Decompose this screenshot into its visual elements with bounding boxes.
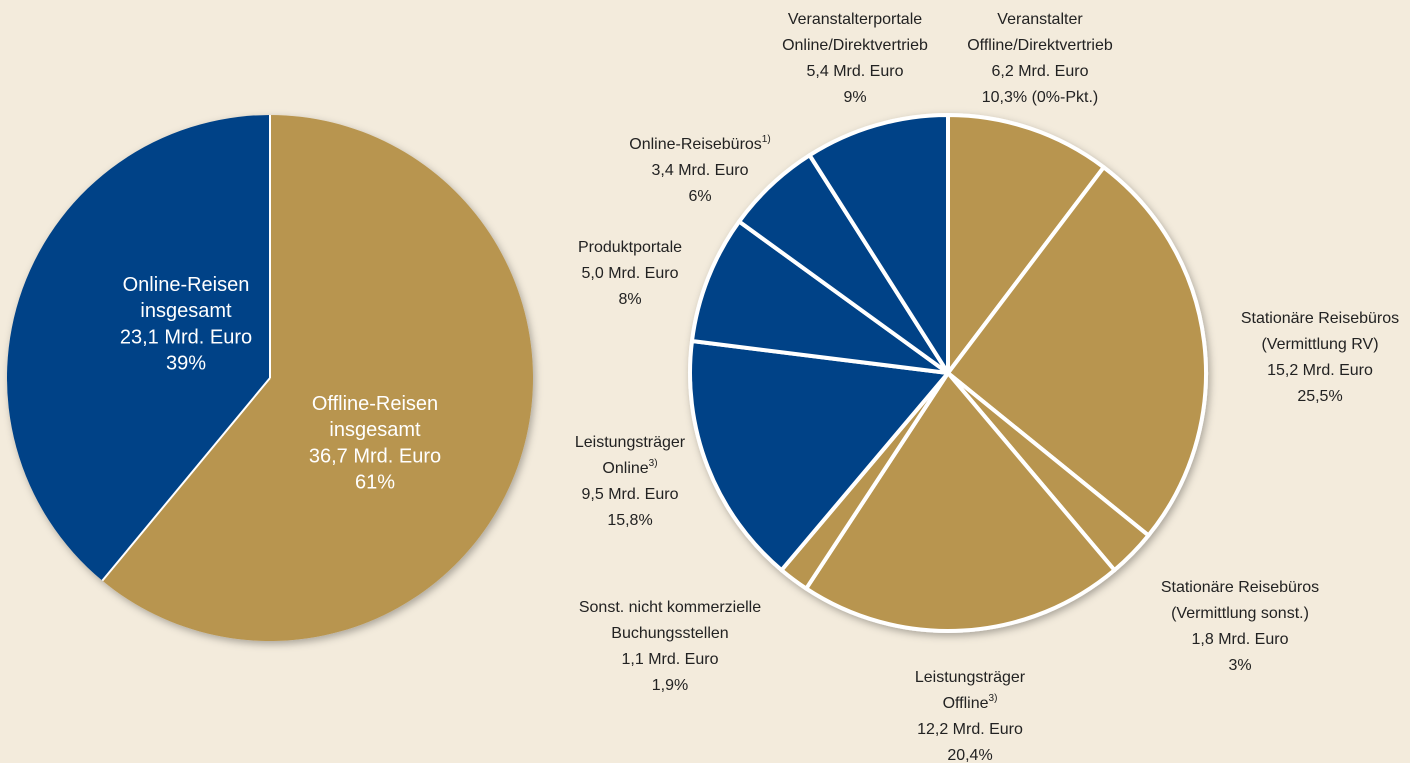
label-amount: 5,4 Mrd. Euro [807,63,904,80]
pie [688,113,1208,633]
label-amount: 15,2 Mrd. Euro [1267,362,1373,379]
pie-slice [807,113,950,375]
label-name: Offline/Direktvertrieb [967,37,1113,54]
label-amount: 5,0 Mrd. Euro [582,265,679,282]
label-name-text: (Vermittlung sonst.) [1171,605,1309,622]
label-name: Online-Reisen [123,274,250,296]
label-amount: 36,7 Mrd. Euro [309,445,441,467]
label-amount: 3,4 Mrd. Euro [652,162,749,179]
label-name-text: (Vermittlung RV) [1261,336,1378,353]
label-name: Stationäre Reisebüros [1241,310,1399,327]
pie-slice [688,339,950,573]
label-name-text: Online [602,460,648,477]
label-name: Leistungsträger [575,434,686,451]
label-value: 15,8% [607,512,652,529]
pie [6,115,534,641]
pie-slice [102,115,534,641]
label-name-text: Buchungsstellen [611,625,728,642]
label-value: 3% [1228,657,1251,674]
footnote: 3) [989,693,998,704]
label-name-text: Leistungsträger [575,434,686,451]
label-name: Stationäre Reisebüros [1161,579,1319,596]
label-name: Buchungsstellen [611,625,728,642]
label-amount: 1,1 Mrd. Euro [622,651,719,668]
label-amount: 23,1 Mrd. Euro [120,326,252,348]
label-name: Online-Reisebüros1) [629,134,770,154]
label-name-text: Online-Reisebüros [629,136,762,153]
label-name-text: Online-Reisen [123,274,250,296]
label-name: Online3) [602,458,657,478]
label-name-text: Leistungsträger [915,669,1026,686]
label-name-text: Stationäre Reisebüros [1161,579,1319,596]
label-name-text: Veranstalter [997,11,1083,28]
label-name-text: Offline/Direktvertrieb [967,37,1113,54]
pie-slice [946,113,1106,375]
label-value: 20,4% [947,747,992,763]
label-name-text: Stationäre Reisebüros [1241,310,1399,327]
label-name: Offline3) [943,693,998,713]
label-value: 8% [618,291,641,308]
slice-divider [101,377,271,582]
label-name: Leistungsträger [915,669,1026,686]
label-value: 39% [166,352,206,374]
label-name: Online/Direktvertrieb [782,37,928,54]
label-name: Veranstalter [997,11,1083,28]
label-value: 9% [843,89,866,106]
pie-slice [6,115,270,581]
pie-slice [946,165,1208,538]
label-name-text: Veranstalterportale [788,11,922,28]
label-value: 61% [355,471,395,493]
label-name-text: Sonst. nicht kommerzielle [579,599,761,616]
label-name-text: Offline-Reisen [312,393,438,415]
label-name: (Vermittlung RV) [1261,336,1378,353]
label-name: Offline-Reisen [312,393,438,415]
label-name: Sonst. nicht kommerzielle [579,599,761,616]
label-name-text: Produktportale [578,239,682,256]
label-amount: 6,2 Mrd. Euro [992,63,1089,80]
label-value: 6% [688,188,711,205]
label-name-text: Online/Direktvertrieb [782,37,928,54]
label-amount: 1,8 Mrd. Euro [1192,631,1289,648]
label-name: (Vermittlung sonst.) [1171,605,1309,622]
footnote: 1) [762,134,771,145]
label-name: insgesamt [329,419,421,441]
pie-slice [689,219,950,375]
label-name: Veranstalterportale [788,11,922,28]
pie-slice [804,371,1117,633]
label-value: 1,9% [652,677,688,694]
label-amount: 12,2 Mrd. Euro [917,721,1023,738]
label-amount: 9,5 Mrd. Euro [582,486,679,503]
label-value: 25,5% [1297,388,1342,405]
label-name: insgesamt [140,300,232,322]
label-name-text: insgesamt [140,300,232,322]
label-name-text: Offline [943,695,989,712]
footnote: 3) [649,458,658,469]
label-value: 10,3% (0%-Pkt.) [982,89,1098,106]
label-name: Produktportale [578,239,682,256]
label-name-text: insgesamt [329,419,421,441]
